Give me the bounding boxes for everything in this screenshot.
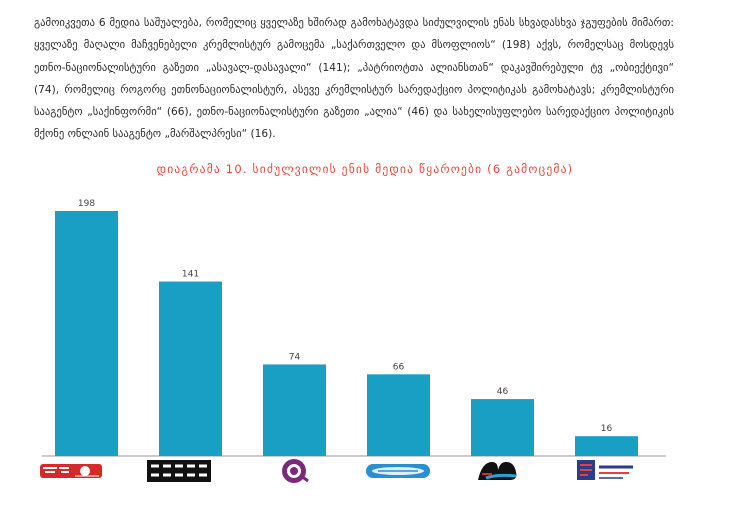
marshalpress-logo — [577, 460, 633, 480]
bar-value-label-5: 46 — [497, 387, 509, 397]
sakinformi-logo — [366, 464, 430, 478]
asaval-dasavali-logo — [147, 460, 211, 482]
bar-value-label-4: 66 — [393, 362, 405, 372]
bar-1 — [55, 211, 118, 456]
bar-value-label-6: 16 — [601, 424, 613, 434]
bar-3 — [263, 364, 326, 456]
bar-5 — [471, 399, 534, 456]
bar-4 — [367, 374, 430, 456]
sakartvelo-da-msoplio-logo — [40, 464, 102, 478]
alia-logo — [478, 462, 517, 480]
bar-2 — [159, 281, 222, 456]
bar-value-label-2: 141 — [182, 270, 199, 280]
bar-6 — [575, 436, 638, 456]
intro-paragraph: გამოიკვეთა 6 მედია საშუალება, რომელიც ყვ… — [34, 17, 674, 141]
obieqtivi-logo — [282, 459, 309, 483]
bar-value-label-1: 198 — [78, 199, 95, 209]
chart-title: დიაგრამა 10. სიძულვილის ენის მედია წყარო… — [156, 162, 574, 176]
bar-value-label-3: 74 — [289, 352, 301, 362]
